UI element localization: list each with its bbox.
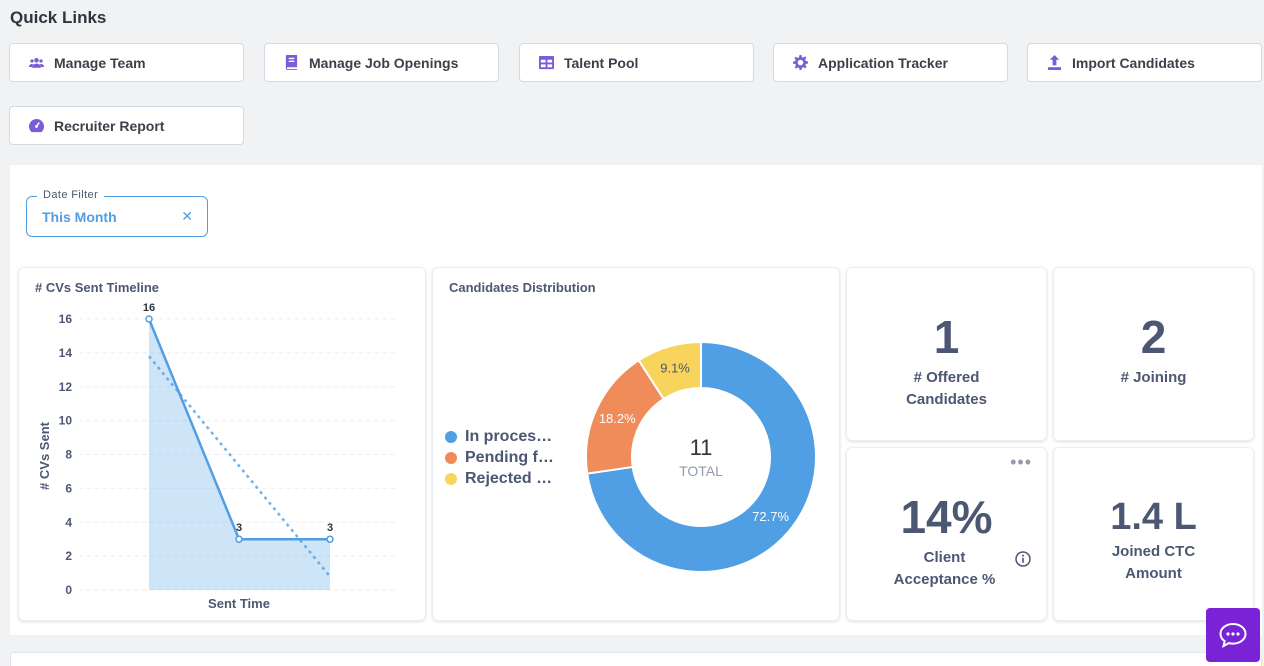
chat-icon	[1219, 622, 1247, 648]
pie-slice[interactable]	[637, 340, 702, 401]
legend-label: Pending f…	[465, 448, 554, 466]
application-tracker-button[interactable]: Application Tracker	[773, 43, 1008, 82]
cvs-sent-timeline-card: # CVs Sent Timeline 0 2 4 6 8 10 12 14 16 Sent Ti…	[18, 267, 426, 621]
upload-icon	[1046, 55, 1062, 71]
joining-card: 2 # Joining	[1053, 267, 1254, 441]
legend-item-rejected[interactable]: Rejected …	[445, 468, 554, 489]
manage-job-openings-label: Manage Job Openings	[309, 54, 459, 71]
next-section	[10, 652, 1262, 666]
data-label: 3	[236, 522, 242, 534]
date-filter-value[interactable]: This Month	[42, 209, 117, 225]
donut-total-label: TOTAL	[679, 463, 723, 479]
clear-icon[interactable]: ✕	[181, 208, 193, 224]
talent-pool-button[interactable]: Talent Pool	[519, 43, 754, 82]
y-tick-label: 0	[65, 583, 72, 597]
y-tick-label: 6	[65, 481, 72, 495]
legend-dot	[445, 472, 457, 485]
manage-team-label: Manage Team	[54, 54, 146, 71]
slice-label: 18.2%	[599, 411, 636, 426]
import-candidates-label: Import Candidates	[1072, 54, 1195, 71]
offered-label-2: Candidates	[906, 391, 987, 408]
cvs-sent-timeline-title: # CVs Sent Timeline	[35, 280, 160, 295]
y-tick-label: 12	[59, 380, 73, 394]
date-filter-label: Date Filter	[37, 189, 105, 201]
data-point[interactable]	[326, 535, 334, 543]
application-tracker-label: Application Tracker	[818, 54, 948, 71]
y-tick-label: 14	[59, 346, 73, 360]
slice-label: 9.1%	[660, 361, 690, 376]
legend-label: Rejected …	[465, 469, 553, 487]
trend-line	[148, 355, 331, 578]
gauge-icon	[28, 118, 44, 134]
data-point[interactable]	[235, 535, 243, 543]
pie-slice[interactable]	[586, 340, 817, 573]
legend-label: In proces…	[465, 427, 553, 445]
ctc-value: 1.4 L	[1110, 496, 1197, 538]
book-icon	[283, 55, 299, 71]
manage-team-button[interactable]: Manage Team	[9, 43, 244, 82]
pie-slice[interactable]	[585, 358, 666, 475]
y-tick-label: 4	[65, 515, 72, 529]
y-tick-label: 8	[65, 448, 72, 462]
manage-job-openings-button[interactable]: Manage Job Openings	[264, 43, 499, 82]
legend-item-in-process[interactable]: In proces…	[445, 426, 554, 447]
cvs-sent-timeline-chart: 0 2 4 6 8 10 12 14 16 Sent Time # CVs Sent 16 3 3	[37, 302, 399, 611]
ctc-label-1: Joined CTC	[1111, 543, 1196, 560]
y-tick-label: 2	[65, 549, 72, 563]
more-options-icon[interactable]: •••	[1010, 452, 1032, 472]
recruiter-report-label: Recruiter Report	[54, 117, 165, 134]
gear-icon	[792, 55, 808, 71]
x-axis-label: Sent Time	[208, 596, 270, 611]
offered-value: 1	[933, 311, 960, 363]
data-label: 3	[327, 522, 333, 534]
users-icon	[28, 55, 44, 71]
chat-button[interactable]	[1206, 608, 1260, 662]
donut-legend: In proces… Pending f… Rejected …	[445, 426, 554, 489]
slice-label: 72.7%	[752, 509, 789, 524]
joined-ctc-card: 1.4 L Joined CTC Amount	[1053, 447, 1254, 621]
data-label: 16	[143, 302, 155, 314]
date-filter[interactable]: Date Filter This Month ✕	[26, 189, 208, 237]
import-candidates-button[interactable]: Import Candidates	[1027, 43, 1262, 82]
y-tick-label: 16	[59, 312, 73, 326]
y-tick-label: 10	[59, 414, 73, 428]
ctc-label-2: Amount	[1125, 565, 1182, 582]
client-acceptance-card: ••• 14% Client Acceptance %	[846, 447, 1047, 621]
legend-dot	[445, 451, 457, 464]
acceptance-label-1: Client	[923, 549, 966, 566]
recruiter-report-button[interactable]: Recruiter Report	[9, 106, 244, 145]
legend-dot	[445, 430, 457, 443]
candidates-distribution-card: Candidates Distribution In proces… Pendi…	[432, 267, 840, 621]
joining-label: # Joining	[1120, 369, 1187, 386]
info-icon[interactable]	[1015, 551, 1031, 567]
acceptance-label-2: Acceptance %	[893, 571, 996, 588]
offered-candidates-card: 1 # Offered Candidates	[846, 267, 1047, 441]
offered-label-1: # Offered	[913, 369, 980, 386]
talent-pool-label: Talent Pool	[564, 54, 639, 71]
candidates-distribution-title: Candidates Distribution	[449, 280, 596, 295]
y-axis-label: # CVs Sent	[37, 421, 52, 490]
acceptance-value: 14%	[900, 491, 993, 543]
data-point[interactable]	[145, 315, 153, 323]
donut-total-value: 11	[690, 435, 713, 460]
series-area	[149, 319, 330, 590]
joining-value: 2	[1140, 311, 1167, 363]
table-icon	[538, 55, 554, 71]
quick-links-title: Quick Links	[10, 8, 107, 27]
legend-item-pending[interactable]: Pending f…	[445, 447, 554, 468]
